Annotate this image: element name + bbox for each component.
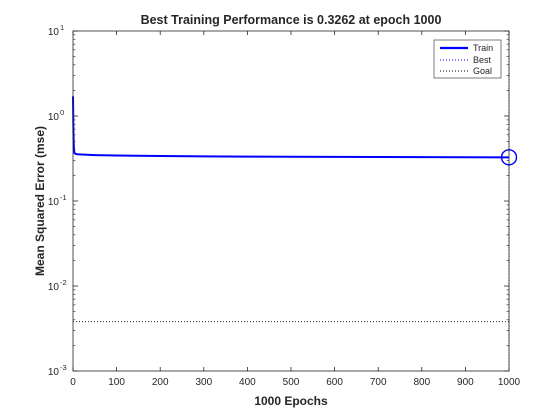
x-tick-label: 400 (239, 377, 256, 388)
x-tick-label: 700 (370, 377, 387, 388)
y-tick-label: 10 (48, 112, 60, 123)
y-tick-label: 10 (48, 27, 60, 38)
y-tick-exponent: -1 (60, 193, 67, 202)
x-tick-label: 200 (152, 377, 169, 388)
chart-title: Best Training Performance is 0.3262 at e… (141, 13, 442, 27)
x-tick-label: 300 (195, 377, 212, 388)
x-tick-label: 600 (326, 377, 343, 388)
y-tick-label: 10 (48, 282, 60, 293)
y-tick-exponent: 0 (60, 108, 64, 117)
y-tick-exponent: -3 (60, 363, 67, 372)
x-tick-label: 800 (413, 377, 430, 388)
plot-area (73, 31, 509, 371)
y-axis-label: Mean Squared Error (mse) (33, 126, 47, 276)
x-axis-label: 1000 Epochs (254, 394, 328, 408)
x-tick-label: 1000 (498, 377, 521, 388)
train-series-line (72, 96, 510, 159)
x-tick-label: 900 (457, 377, 474, 388)
x-tick-label: 0 (70, 377, 76, 388)
legend-goal-label: Goal (473, 66, 492, 76)
x-tick-label: 500 (283, 377, 300, 388)
legend: Train Best Goal (433, 39, 502, 79)
legend-best-label: Best (473, 55, 492, 65)
y-tick-exponent: 1 (60, 23, 64, 32)
y-tick-exponent: -2 (60, 278, 67, 287)
x-tick-label: 100 (108, 377, 125, 388)
legend-box (433, 39, 502, 79)
legend-train-label: Train (473, 43, 493, 53)
y-tick-label: 10 (48, 367, 60, 378)
y-tick-label: 10 (48, 197, 60, 208)
